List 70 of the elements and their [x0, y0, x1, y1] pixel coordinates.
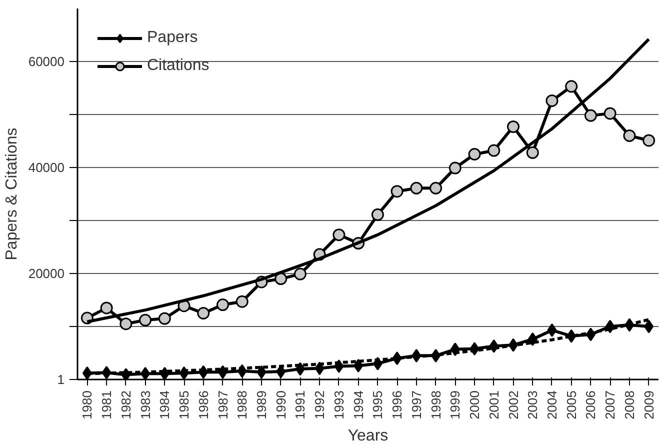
x-tick-label: 2000 [467, 390, 482, 420]
point [468, 148, 481, 160]
point [354, 358, 364, 372]
x-tick-label: 1997 [408, 390, 424, 420]
point [623, 129, 636, 142]
legend-label: Papers [147, 29, 198, 47]
x-tick-label: 2001 [486, 390, 502, 420]
point [584, 109, 597, 122]
point [197, 307, 210, 320]
point [410, 182, 423, 194]
x-tick-label: 1995 [370, 390, 386, 420]
point [565, 80, 578, 93]
point [642, 134, 656, 147]
point [371, 208, 384, 221]
point [236, 295, 248, 308]
x-tick-label: 2003 [525, 390, 540, 420]
point [448, 162, 462, 174]
point [295, 362, 305, 376]
point [528, 332, 538, 346]
point [100, 302, 113, 314]
x-tick-label: 2006 [583, 390, 598, 420]
point [526, 146, 539, 159]
x-tick-label: 1986 [196, 390, 211, 420]
x-tick-label: 2007 [602, 390, 618, 420]
x-tick-label: 1985 [176, 390, 192, 420]
x-tick-label: 1991 [292, 390, 308, 420]
x-tick-label: 1993 [331, 390, 346, 420]
point [488, 144, 500, 157]
point [274, 272, 288, 286]
x-tick-label: 1982 [118, 390, 134, 420]
point [507, 120, 520, 133]
x-tick-label: 1994 [350, 390, 366, 420]
y-axis-title: Papers & Citations [3, 128, 20, 260]
point [276, 364, 286, 378]
point [158, 312, 171, 325]
point [139, 314, 152, 326]
y-tick-label: 1 [57, 372, 65, 387]
x-tick-label: 1983 [138, 390, 153, 420]
x-tick-label: 2004 [544, 390, 560, 420]
x-tick-label: 1989 [254, 390, 269, 420]
point [430, 182, 442, 194]
point [644, 320, 654, 334]
x-tick-label: 1999 [448, 390, 463, 420]
point [216, 298, 229, 312]
x-axis-title: Years [348, 427, 388, 444]
point [256, 365, 266, 379]
point [294, 268, 306, 280]
x-tick-label: 1992 [312, 390, 328, 420]
y-tick-label: 20000 [28, 266, 65, 282]
point [390, 185, 404, 198]
x-tick-label: 2002 [506, 390, 521, 420]
point [547, 323, 557, 337]
x-tick-label: 1981 [99, 390, 114, 420]
x-tick-label: 1996 [390, 390, 405, 420]
x-tick-label: 1988 [234, 390, 250, 420]
point [604, 107, 616, 120]
x-tick-label: 2005 [564, 390, 579, 420]
x-tick-label: 1987 [215, 390, 230, 420]
y-tick-label: 60000 [28, 54, 65, 69]
x-tick-label: 1980 [80, 390, 95, 420]
legend-label: Citations [147, 57, 210, 75]
y-tick-label: 40000 [28, 160, 65, 175]
point [120, 318, 132, 330]
x-tick-label: 1998 [428, 390, 444, 420]
x-tick-label: 1984 [157, 390, 172, 420]
point [332, 228, 346, 242]
x-tick-label: 2009 [641, 390, 656, 420]
point [546, 94, 558, 107]
x-tick-label: 2008 [622, 390, 637, 420]
x-tick-label: 1990 [273, 390, 288, 420]
